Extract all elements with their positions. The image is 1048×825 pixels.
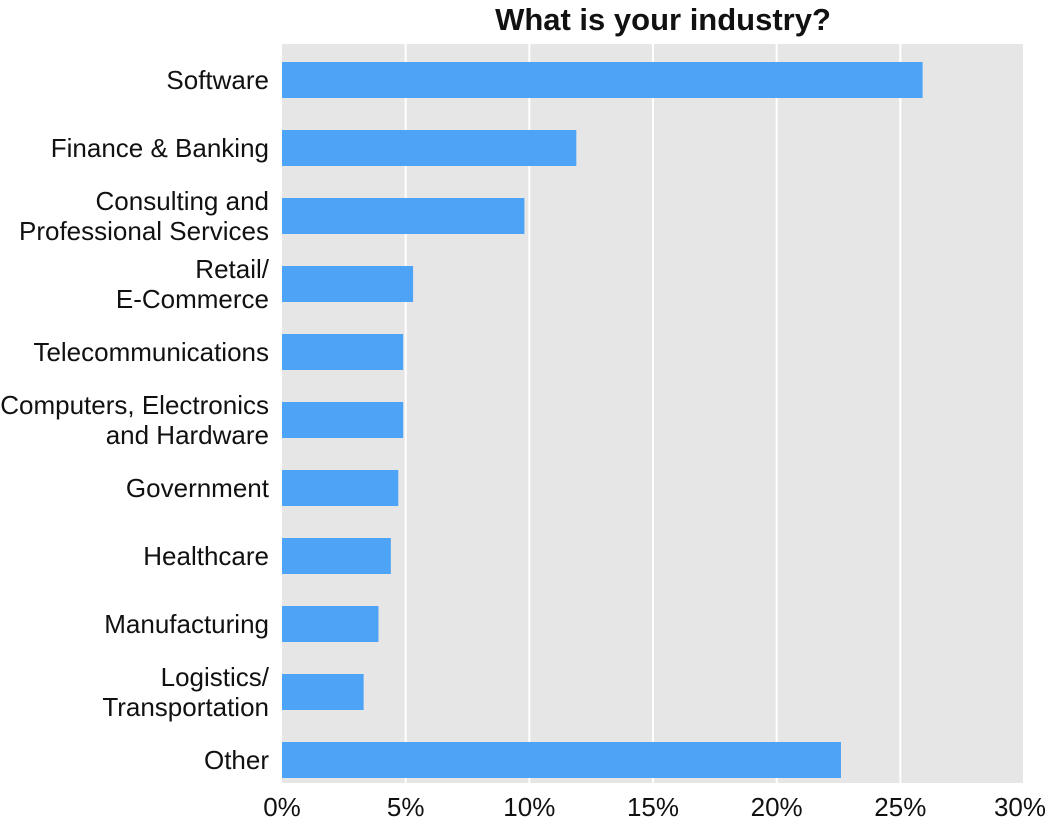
- category-label: Logistics/Transportation: [102, 662, 269, 722]
- category-label: Telecommunications: [33, 337, 269, 367]
- bars: [282, 62, 923, 778]
- category-label: Finance & Banking: [51, 133, 269, 163]
- x-tick-labels: 0% 5% 10% 15% 20% 25% 30%: [263, 792, 1046, 822]
- bar: [282, 606, 379, 642]
- category-labels: Software Finance & Banking Consulting and P…: [0, 65, 270, 775]
- category-label: Consulting and Professional Services: [19, 186, 269, 246]
- x-tick-label: 20%: [751, 792, 803, 822]
- bar: [282, 62, 923, 98]
- x-tick-label: 10%: [503, 792, 555, 822]
- x-tick-label: 25%: [874, 792, 926, 822]
- gridlines: [404, 44, 1025, 783]
- category-label: Software: [166, 65, 269, 95]
- chart-title: What is your industry?: [495, 2, 831, 37]
- bar: [282, 538, 391, 574]
- category-label: Healthcare: [143, 541, 269, 571]
- bar: [282, 402, 404, 438]
- bar: [282, 130, 577, 166]
- bar: [282, 674, 364, 710]
- category-label: Retail/E-Commerce: [116, 254, 270, 314]
- category-label: Computers, Electronics and Hardware: [0, 390, 269, 450]
- bar: [282, 198, 525, 234]
- x-tick-label: 5%: [387, 792, 425, 822]
- category-label: Government: [126, 473, 270, 503]
- bar: [282, 266, 414, 302]
- bar: [282, 742, 841, 778]
- x-tick-label: 30%: [994, 792, 1046, 822]
- category-label: Manufacturing: [104, 609, 269, 639]
- x-tick-label: 15%: [627, 792, 679, 822]
- bar: [282, 334, 404, 370]
- category-label: Other: [204, 745, 269, 775]
- bar: [282, 470, 399, 506]
- x-tick-label: 0%: [263, 792, 301, 822]
